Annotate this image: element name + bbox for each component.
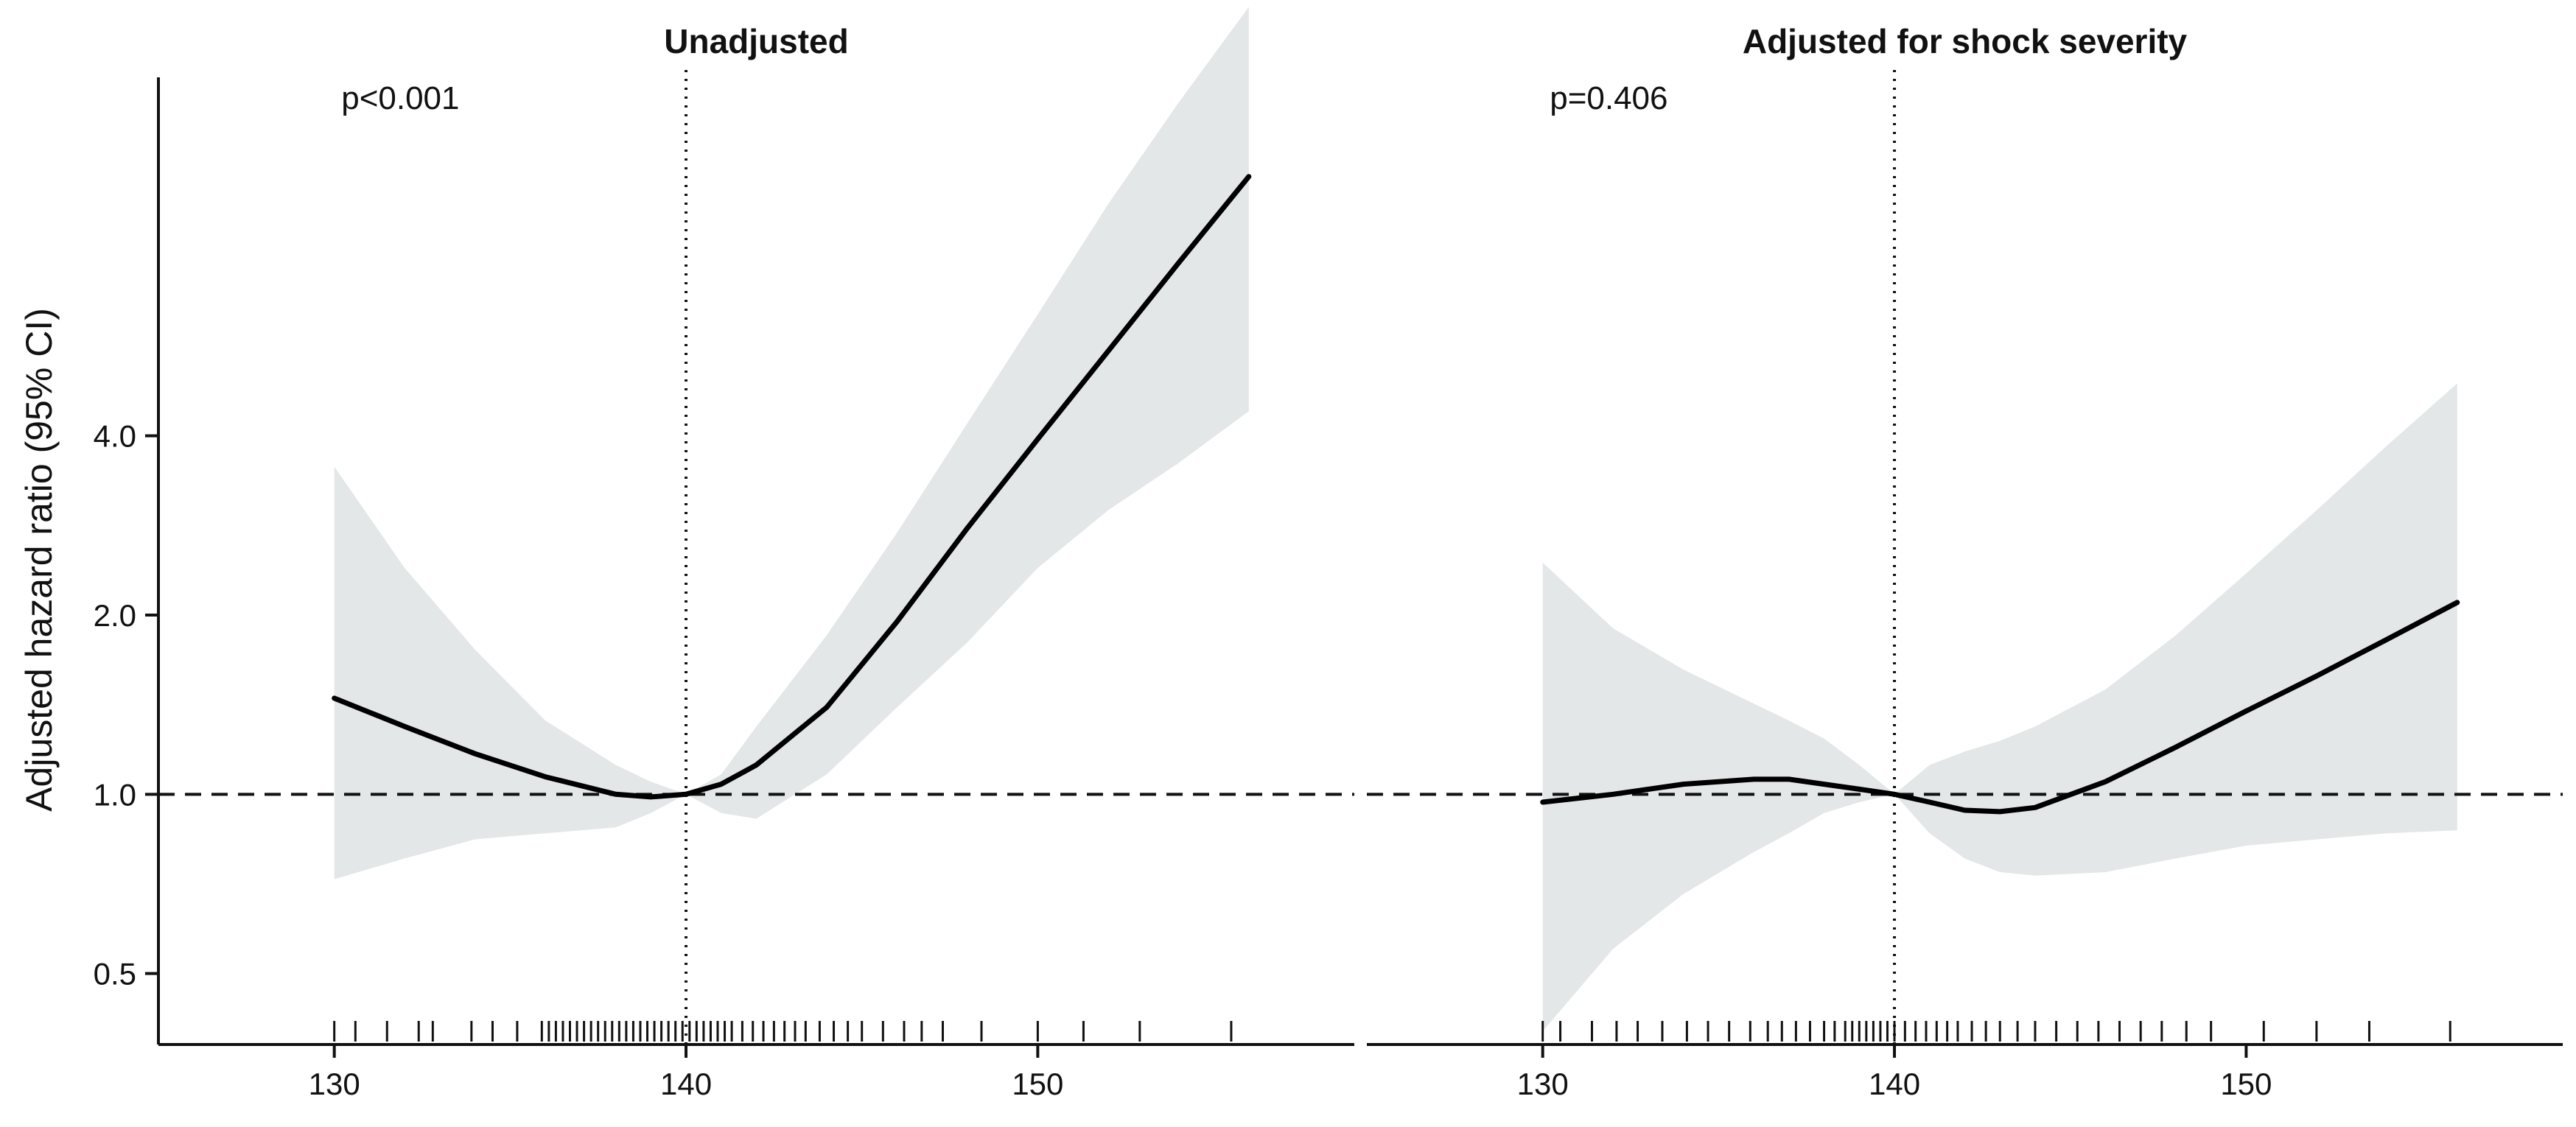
y-tick-label-1: 1.0 (94, 777, 136, 812)
panel-adjusted: 130 140 150 Adjusted for shock severity p=0.… (1367, 22, 2563, 1101)
hazard-ratio-line-0 (332, 174, 1252, 800)
y-tick-label-2: 2.0 (94, 598, 136, 633)
p-value-annotation: p<0.001 (341, 80, 459, 116)
x-tick-label-150: 150 (2220, 1067, 2272, 1101)
p-value-annotation: p=0.406 (1550, 80, 1667, 116)
x-tick-label-150: 150 (1012, 1067, 1063, 1101)
panel-title: Unadjusted (664, 22, 848, 60)
y-axis-label: Adjusted hazard ratio (95% CI) (18, 308, 60, 812)
x-tick-label-130: 130 (309, 1067, 360, 1101)
y-tick-label-0: 0.5 (94, 957, 136, 991)
y-tick-label-3: 4.0 (94, 419, 136, 454)
x-tick-label-130: 130 (1517, 1067, 1569, 1101)
panel-title: Adjusted for shock severity (1743, 22, 2188, 60)
panel-unadjusted: 130 140 150 0.5 1.0 2.0 4.0 Unadjusted p<0.001 (94, 7, 1354, 1101)
ci-band-0 (1542, 383, 2457, 1031)
x-tick-label-140: 140 (1869, 1067, 1920, 1101)
ci-band-0 (334, 7, 1249, 880)
hazard-ratio-line-0 (1540, 600, 2460, 815)
x-tick-label-140: 140 (660, 1067, 712, 1101)
